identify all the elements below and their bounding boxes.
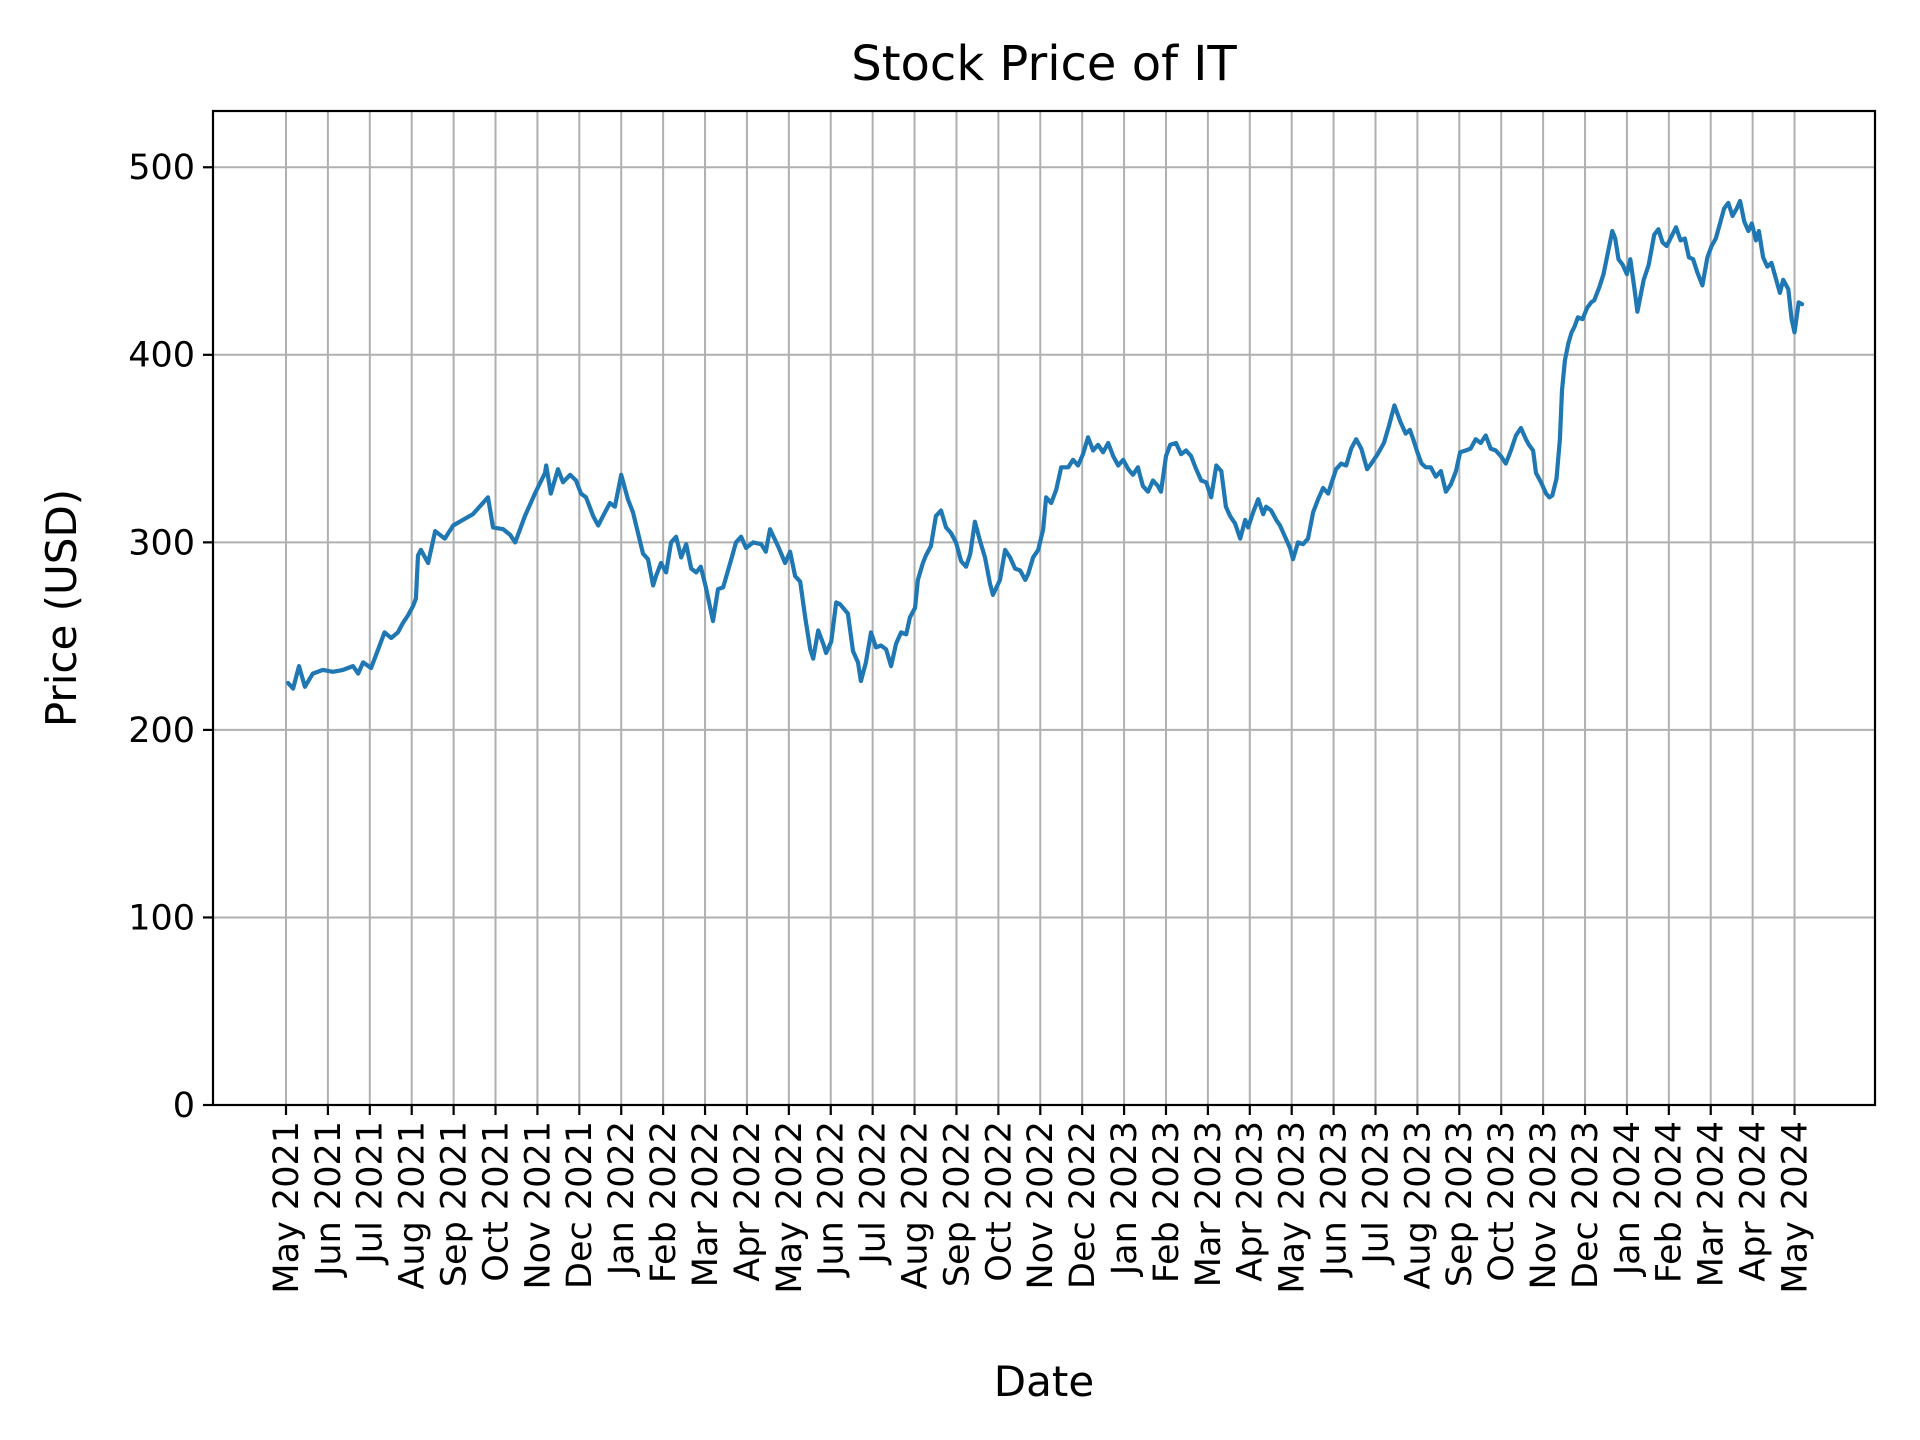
x-tick-label: May 2022 [770, 1121, 810, 1294]
x-tick-label: May 2024 [1775, 1121, 1815, 1294]
x-tick-label: Sep 2022 [937, 1121, 977, 1287]
x-tick-label: Oct 2022 [979, 1121, 1019, 1282]
y-tick-label: 400 [128, 336, 195, 376]
x-tick-label: Jan 2023 [1105, 1121, 1145, 1277]
x-tick-labels: May 2021 Jun 2021 Jul 2021 Aug 2021 Sep 2021… [267, 1121, 1816, 1294]
y-tick-labels: 0 100 200 300 400 500 [128, 148, 195, 1126]
x-tick-label: Mar 2024 [1692, 1121, 1732, 1287]
x-tick-label: Jan 2024 [1608, 1121, 1648, 1277]
x-tick-label: Apr 2022 [728, 1121, 768, 1282]
x-tick-label: Sep 2021 [435, 1121, 475, 1287]
x-tick-label: May 2023 [1273, 1121, 1313, 1294]
y-tick-label: 100 [128, 898, 195, 938]
y-tick-label: 500 [128, 148, 195, 188]
x-tick-label: Jun 2022 [812, 1121, 852, 1278]
x-tick-label: Aug 2021 [393, 1121, 433, 1290]
x-tick-label: Jun 2023 [1314, 1121, 1354, 1278]
x-tick-label: Dec 2022 [1063, 1121, 1103, 1289]
y-tick-label: 300 [128, 523, 195, 563]
y-tick-label: 200 [128, 711, 195, 751]
x-axis-label: Date [994, 1357, 1094, 1406]
x-tick-label: Feb 2022 [644, 1121, 684, 1283]
x-tick-label: Nov 2021 [518, 1121, 558, 1290]
grid [213, 111, 1875, 1106]
x-tick-label: Apr 2024 [1734, 1121, 1774, 1282]
x-tick-label: Oct 2021 [476, 1121, 516, 1282]
x-tick-label: Mar 2023 [1189, 1121, 1229, 1287]
x-tick-label: Oct 2023 [1482, 1121, 1522, 1282]
x-tick-label: Jul 2021 [351, 1121, 391, 1265]
chart-title: Stock Price of IT [851, 36, 1237, 92]
x-tick-label: Apr 2023 [1231, 1121, 1271, 1282]
x-tick-label: Dec 2023 [1566, 1121, 1606, 1289]
x-tick-label: May 2021 [267, 1121, 307, 1294]
x-tick-label: Jul 2022 [854, 1121, 894, 1265]
y-tick-label: 0 [173, 1086, 195, 1126]
x-tick-label: Sep 2023 [1440, 1121, 1480, 1287]
x-tick-label: Feb 2023 [1147, 1121, 1187, 1283]
x-tick-label: Aug 2023 [1398, 1121, 1438, 1290]
x-tick-label: Jan 2022 [602, 1121, 642, 1277]
x-tick-label: Nov 2022 [1021, 1121, 1061, 1290]
axis-ticks [203, 166, 1796, 1115]
plot-frame [211, 109, 1877, 1107]
x-tick-label: Dec 2021 [560, 1121, 600, 1289]
x-tick-label: Feb 2024 [1650, 1121, 1690, 1283]
x-tick-label: Mar 2022 [686, 1121, 726, 1287]
x-tick-label: Aug 2022 [895, 1121, 935, 1290]
price-line-series [286, 198, 1805, 691]
x-tick-label: Nov 2023 [1524, 1121, 1564, 1290]
x-tick-label: Jun 2021 [309, 1121, 349, 1278]
y-axis-label: Price (USD) [37, 489, 86, 727]
x-tick-label: Jul 2023 [1356, 1121, 1396, 1265]
